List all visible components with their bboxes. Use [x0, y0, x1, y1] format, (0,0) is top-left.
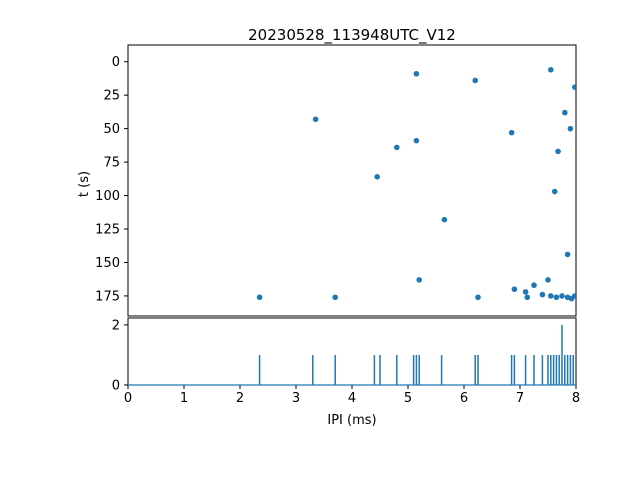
- y-tick-label: 25: [103, 89, 120, 104]
- scatter-point: [394, 144, 400, 151]
- scatter-point: [475, 294, 481, 301]
- y-axis-label: t (s): [77, 171, 92, 197]
- x-tick-label: 4: [348, 391, 356, 406]
- scatter-points: [256, 66, 576, 302]
- x-tick-label: 7: [516, 391, 524, 406]
- scatter-point: [508, 129, 515, 136]
- x-tick-label: 1: [180, 391, 188, 406]
- x-tick-label: 2: [236, 391, 244, 406]
- scatter-point: [332, 294, 339, 301]
- scatter-point: [572, 293, 576, 299]
- scatter-point: [559, 293, 565, 299]
- y-tick-label: 100: [95, 189, 120, 204]
- scatter-point: [413, 70, 420, 77]
- chart-title: 20230528_113948UTC_V12: [248, 26, 456, 45]
- scatter-point: [441, 216, 448, 223]
- scatter-point: [472, 77, 479, 84]
- plot-layers: 0 25 50 75 100 125 150 175 0 2 0 1 2 3 4 5 6 7 8: [95, 44, 580, 406]
- scatter-point: [551, 188, 558, 195]
- scatter-point: [312, 116, 319, 123]
- x-axis-label: IPI (ms): [327, 413, 376, 428]
- x-tick-label: 5: [404, 391, 412, 406]
- y-tick-label: 125: [95, 223, 120, 238]
- scatter-point: [572, 84, 576, 90]
- scatter-point: [539, 291, 546, 298]
- scatter-point: [553, 294, 560, 301]
- y-tick-label: 75: [103, 156, 120, 171]
- scatter-point: [511, 286, 518, 293]
- scatter-point: [555, 148, 561, 155]
- scatter-point: [548, 293, 554, 299]
- y-tick-label: 0: [112, 379, 120, 394]
- scatter-point: [567, 125, 574, 132]
- scatter-point: [564, 251, 571, 258]
- y-tick-label: 0: [112, 55, 120, 70]
- scatter-point: [522, 289, 529, 295]
- scatter-point: [413, 137, 420, 144]
- scatter-point: [545, 277, 551, 283]
- scatter-point: [531, 282, 537, 289]
- x-tick-label: 0: [124, 391, 132, 406]
- x-tick-label: 6: [460, 391, 468, 406]
- y-tick-label: 2: [112, 318, 120, 333]
- scatter-point: [256, 294, 263, 301]
- scatter-point: [524, 294, 531, 301]
- y-tick-label: 50: [103, 122, 120, 137]
- scatter-point: [562, 109, 568, 116]
- scatter-point: [548, 66, 554, 73]
- x-tick-label: 8: [572, 391, 580, 406]
- stem-axes-frame: [127, 317, 577, 386]
- x-tick-label: 3: [292, 391, 300, 406]
- scatter-axes-frame: [127, 44, 577, 317]
- scatter-point: [374, 174, 381, 180]
- y-tick-label: 150: [95, 256, 120, 271]
- y-tick-label: 175: [95, 289, 120, 304]
- scatter-point: [416, 277, 423, 283]
